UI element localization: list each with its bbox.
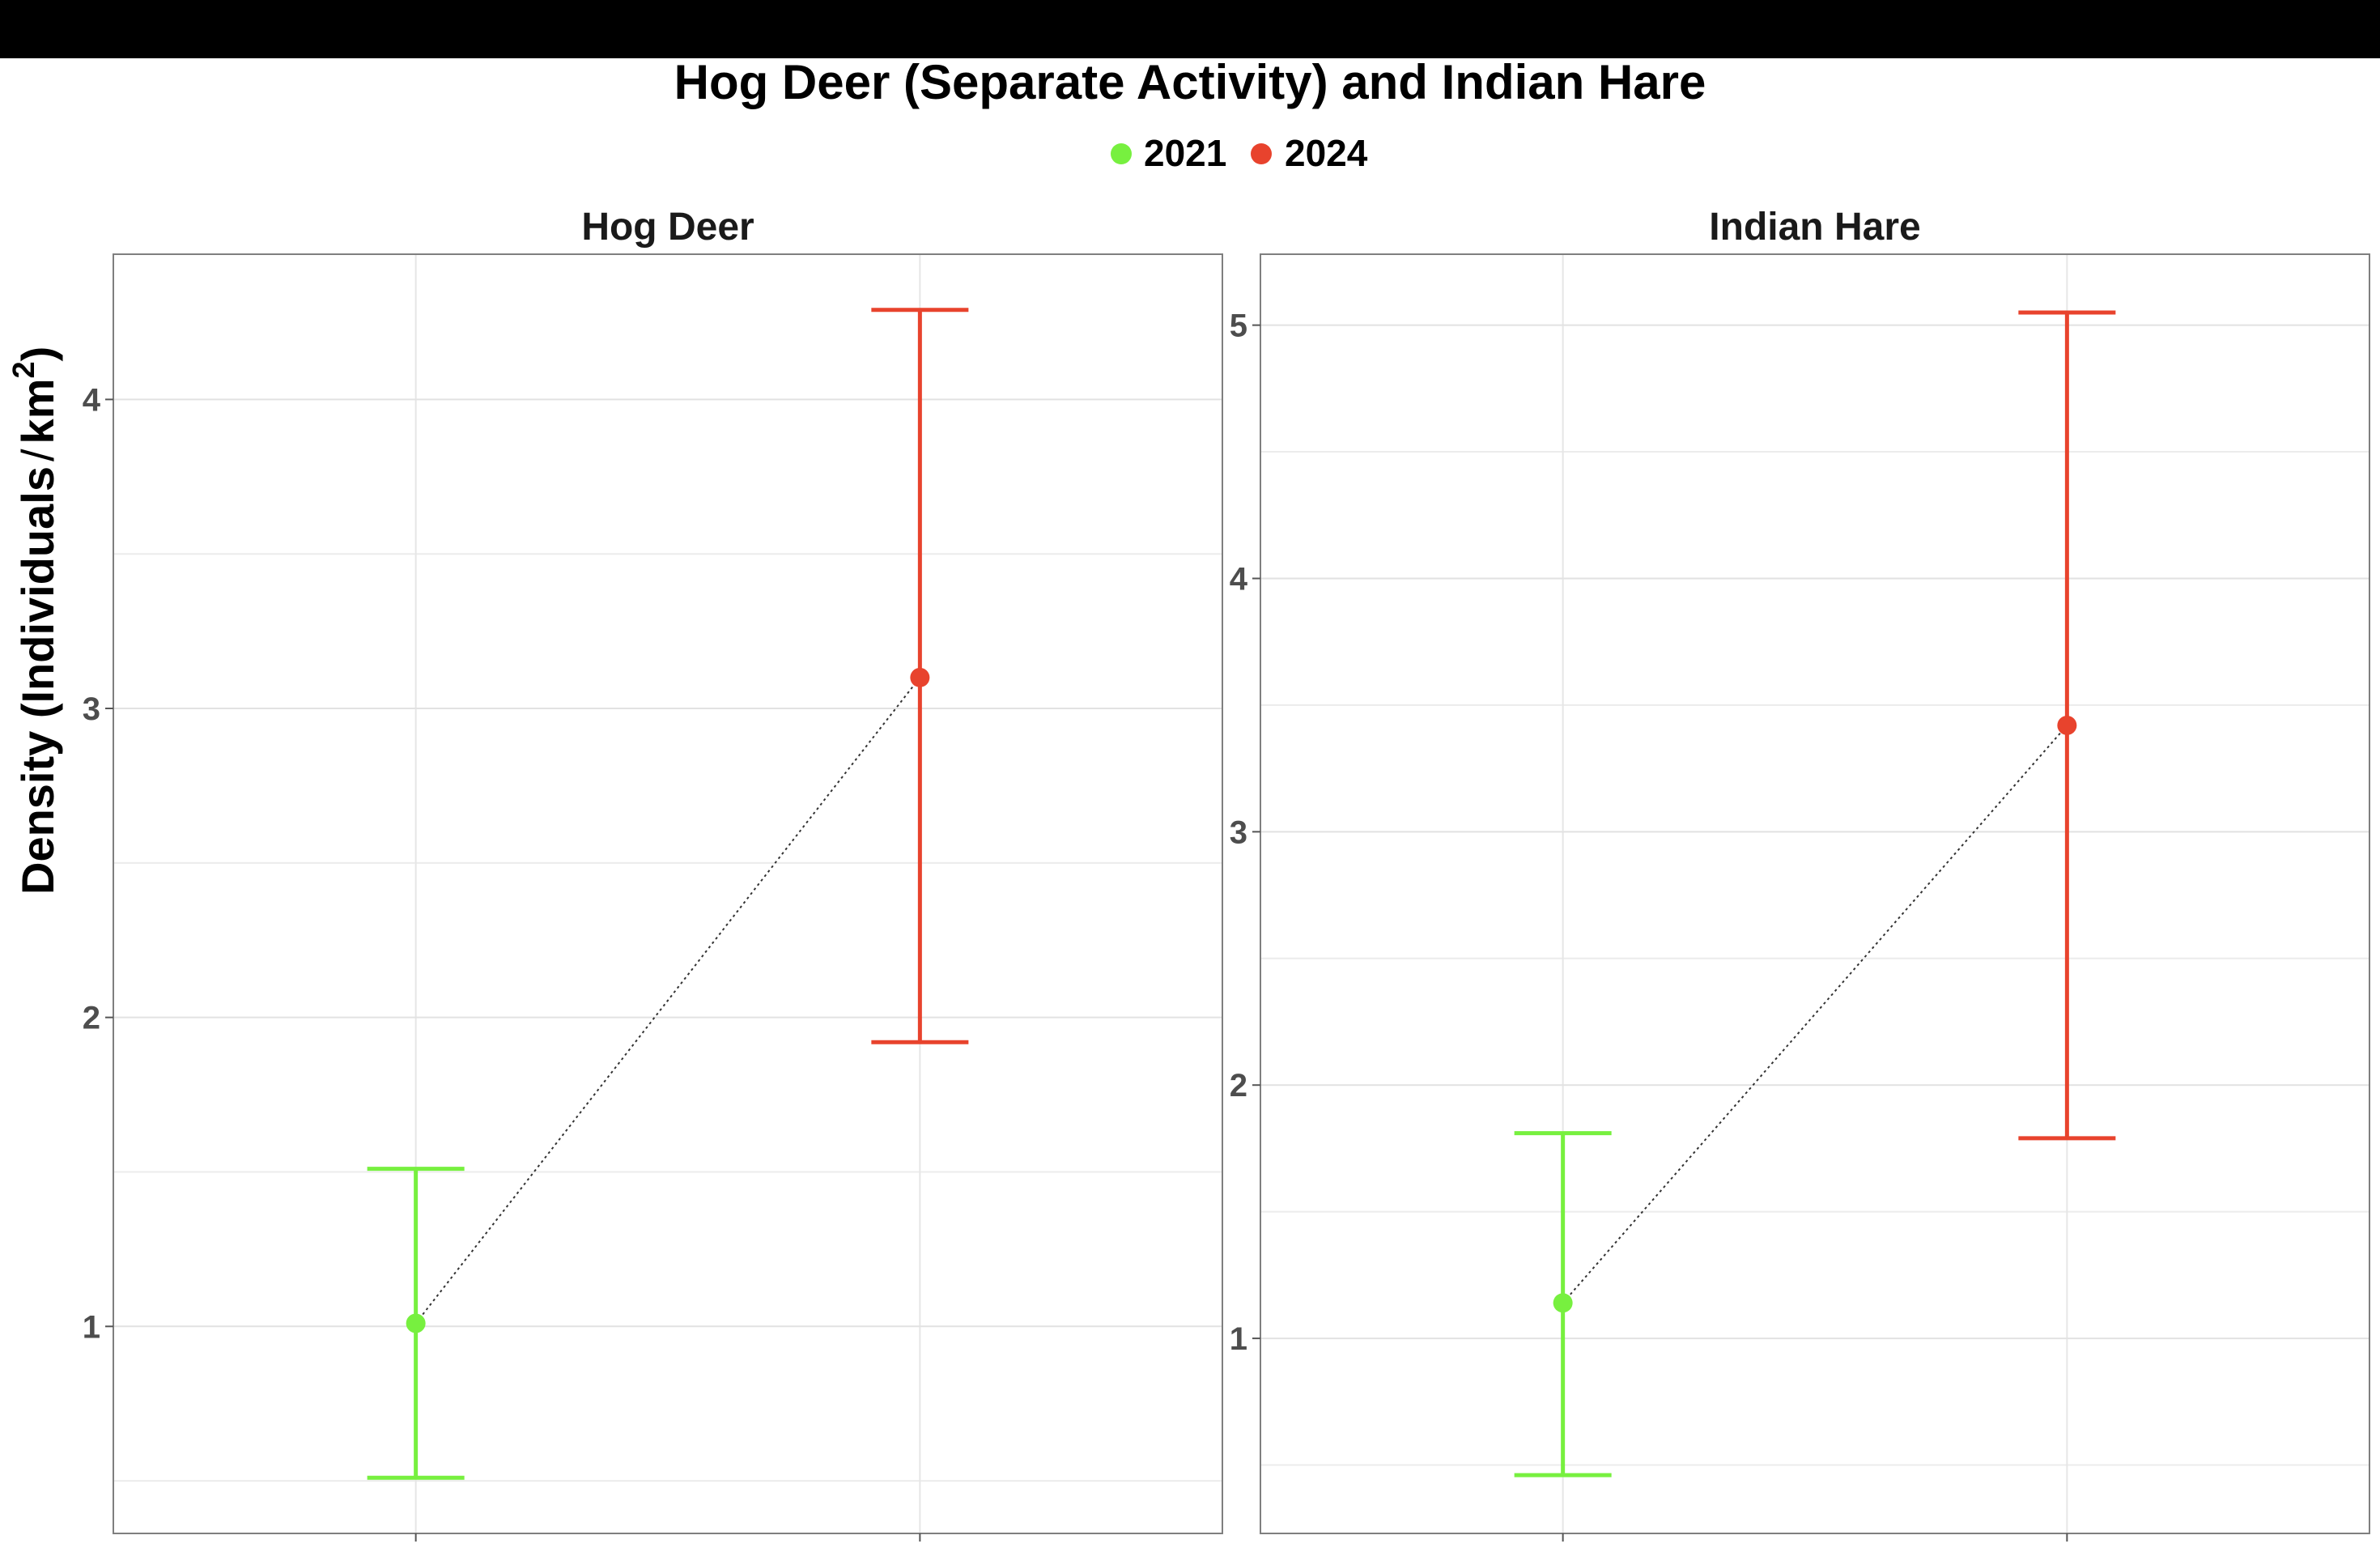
y-tick-label: 4: [1230, 561, 1248, 597]
y-axis-title: Density (Individuals / km2): [7, 347, 63, 895]
y-axis-title-main: Density (Individuals: [12, 466, 63, 895]
panel-title-hog-deer: Hog Deer: [581, 206, 754, 249]
y-tick-label: 5: [1230, 308, 1247, 344]
y-tick-label: 4: [83, 382, 101, 418]
y-axis-title-close: ): [12, 347, 63, 362]
y-ticks-indian-hare: 1 2 3 4 5: [1230, 308, 1260, 1357]
gridlines-indian-hare: [1260, 254, 2369, 1533]
y-axis-title-exponent: 2: [7, 361, 41, 378]
series-hog-deer: [367, 308, 969, 1480]
series-indian-hare: [1514, 310, 2116, 1478]
point-2024: [2057, 715, 2077, 735]
top-bar: [0, 0, 2380, 58]
chart-title: Hog Deer (Separate Activity) and Indian …: [674, 55, 1706, 109]
panel-title-indian-hare: Indian Hare: [1709, 206, 1920, 249]
x-ticks-hog-deer: [414, 1533, 921, 1542]
x-ticks-indian-hare: [1562, 1533, 2068, 1542]
panel-border-indian-hare: [1260, 253, 2370, 1534]
y-tick-label: 1: [83, 1309, 100, 1345]
legend-marker-2024: [1251, 143, 1272, 164]
y-axis-title-slash: /: [12, 449, 63, 461]
legend-marker-2021: [1111, 143, 1132, 164]
y-axis-title-unit: km: [12, 379, 63, 444]
y-tick-label: 3: [1230, 814, 1247, 850]
point-2021: [406, 1313, 426, 1333]
panel-indian-hare: Indian Hare 1 2 3 4 5: [1230, 206, 2370, 1542]
point-2024: [910, 667, 930, 687]
panel-hog-deer: Hog Deer 1 2 3 4: [83, 206, 1223, 1542]
legend: 2021 2024: [1111, 132, 1368, 174]
gridlines-hog-deer: [113, 254, 1222, 1533]
y-tick-label: 1: [1230, 1321, 1247, 1357]
y-tick-label: 3: [83, 691, 100, 727]
connector-line: [414, 677, 921, 1325]
legend-label-2021: 2021: [1144, 132, 1226, 174]
point-2021: [1553, 1293, 1573, 1313]
y-ticks-hog-deer: 1 2 3 4: [83, 382, 113, 1345]
panel-border-hog-deer: [113, 253, 1223, 1534]
legend-label-2024: 2024: [1285, 132, 1368, 174]
y-tick-label: 2: [1230, 1068, 1247, 1104]
y-tick-label: 2: [83, 1001, 100, 1036]
connector-line: [1562, 725, 2068, 1303]
